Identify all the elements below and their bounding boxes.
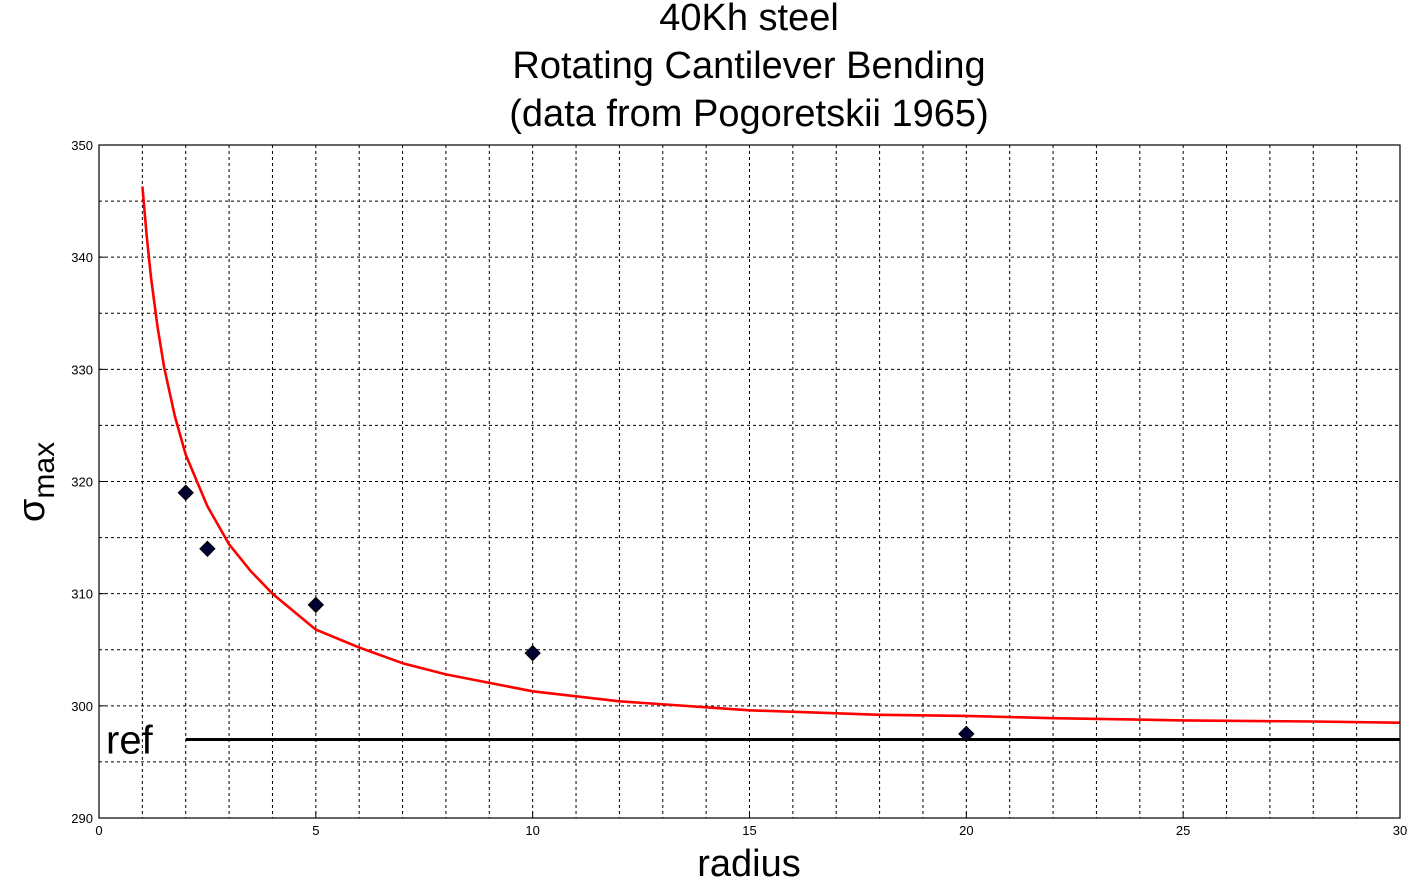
x-tick-label: 5 [312, 823, 319, 838]
y-tick-label: 340 [71, 250, 93, 265]
y-axis-label: σmax [11, 442, 61, 522]
data-point [177, 484, 194, 501]
ref-line-label: ref [106, 718, 154, 762]
x-tick-label: 30 [1393, 823, 1407, 838]
x-tick-label: 20 [959, 823, 973, 838]
y-axis-label-symbol: σ [11, 499, 53, 522]
y-tick-label: 290 [71, 811, 93, 826]
title-line-1: 40Kh steel [659, 0, 839, 39]
x-tick-label: 15 [742, 823, 756, 838]
series-layer [141, 186, 1401, 743]
plot-frame [98, 144, 1401, 819]
title-line-2: Rotating Cantilever Bending [512, 45, 985, 87]
data-point [524, 644, 541, 662]
fit-curve [141, 186, 1401, 724]
x-tick-label: 25 [1176, 823, 1190, 838]
y-tick-label: 350 [71, 138, 93, 153]
axis-ticks: 0 5 10 15 20 25 30 290 300 310 320 330 340 350 [71, 138, 1407, 838]
y-tick-label: 310 [71, 587, 93, 602]
chart-title: 40Kh steel Rotating Cantilever Bending (… [509, 0, 988, 135]
y-axis-label-subscript: max [28, 442, 61, 499]
y-tick-label: 300 [71, 699, 93, 714]
grid [99, 145, 1400, 818]
title-line-3: (data from Pogoretskii 1965) [509, 93, 988, 135]
x-axis-label: radius [697, 843, 801, 883]
y-tick-label: 330 [71, 362, 93, 377]
data-point [958, 725, 975, 743]
y-tick-label: 320 [71, 475, 93, 490]
svg-text:σmax: σmax [11, 442, 61, 522]
data-point [307, 596, 325, 614]
data-point [199, 540, 216, 558]
x-tick-label: 0 [95, 823, 102, 838]
x-tick-label: 10 [525, 823, 539, 838]
